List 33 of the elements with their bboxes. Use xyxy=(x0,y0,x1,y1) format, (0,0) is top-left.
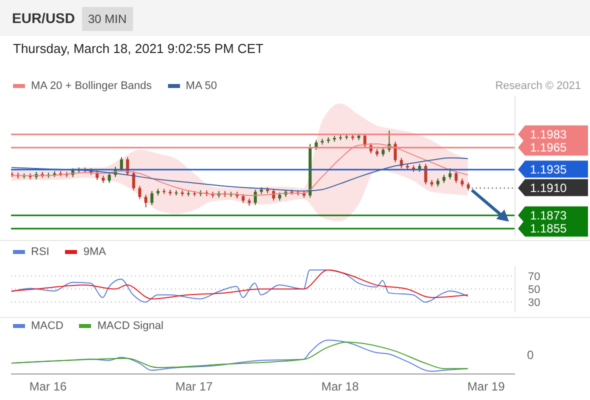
text: Thursday, March 18, 2021 9:02:55 PM CET xyxy=(13,41,264,56)
legend-label: MA 20 + Bollinger Bands xyxy=(31,80,152,92)
y-tick-label: 30 xyxy=(528,297,540,310)
candlestick xyxy=(108,172,111,184)
x-tick-label: Mar 19 xyxy=(467,380,506,394)
legend-label: RSI xyxy=(31,246,50,258)
y-tick-label: 1.1910 xyxy=(530,181,568,196)
legend-label: 9MA xyxy=(83,246,106,258)
y-tick-label: 1.1983 xyxy=(530,127,568,142)
chart-title: EUR/USD xyxy=(12,10,76,26)
candlestick xyxy=(144,194,148,208)
candlestick xyxy=(254,189,257,206)
y-tick-label: 70 xyxy=(528,270,540,283)
x-tick-label: Mar 17 xyxy=(175,380,214,394)
legend-label: MACD Signal xyxy=(97,320,164,332)
chart-subtitle: 30 MIN xyxy=(82,7,133,31)
text: MACD xyxy=(31,320,64,332)
candlestick xyxy=(138,185,142,200)
y-tick-label: 50 xyxy=(528,284,540,296)
y-tick-label: 1.1855 xyxy=(530,222,568,236)
x-tick-label: Mar 16 xyxy=(29,380,68,394)
y-tick-label: 1.1873 xyxy=(530,208,568,222)
line-series xyxy=(11,157,468,192)
text: 0 xyxy=(527,348,534,362)
y-tick-label: 1.1965 xyxy=(530,140,568,155)
x-tick-label: Mar 18 xyxy=(321,380,360,394)
candlestick xyxy=(448,168,452,180)
candlestick xyxy=(454,170,458,184)
y-tick-label: 1.1935 xyxy=(530,162,568,177)
legend-label: MA 50 xyxy=(186,80,217,92)
candlestick xyxy=(132,170,136,191)
text: Research © 2021 xyxy=(495,80,581,92)
candlestick xyxy=(150,190,154,206)
